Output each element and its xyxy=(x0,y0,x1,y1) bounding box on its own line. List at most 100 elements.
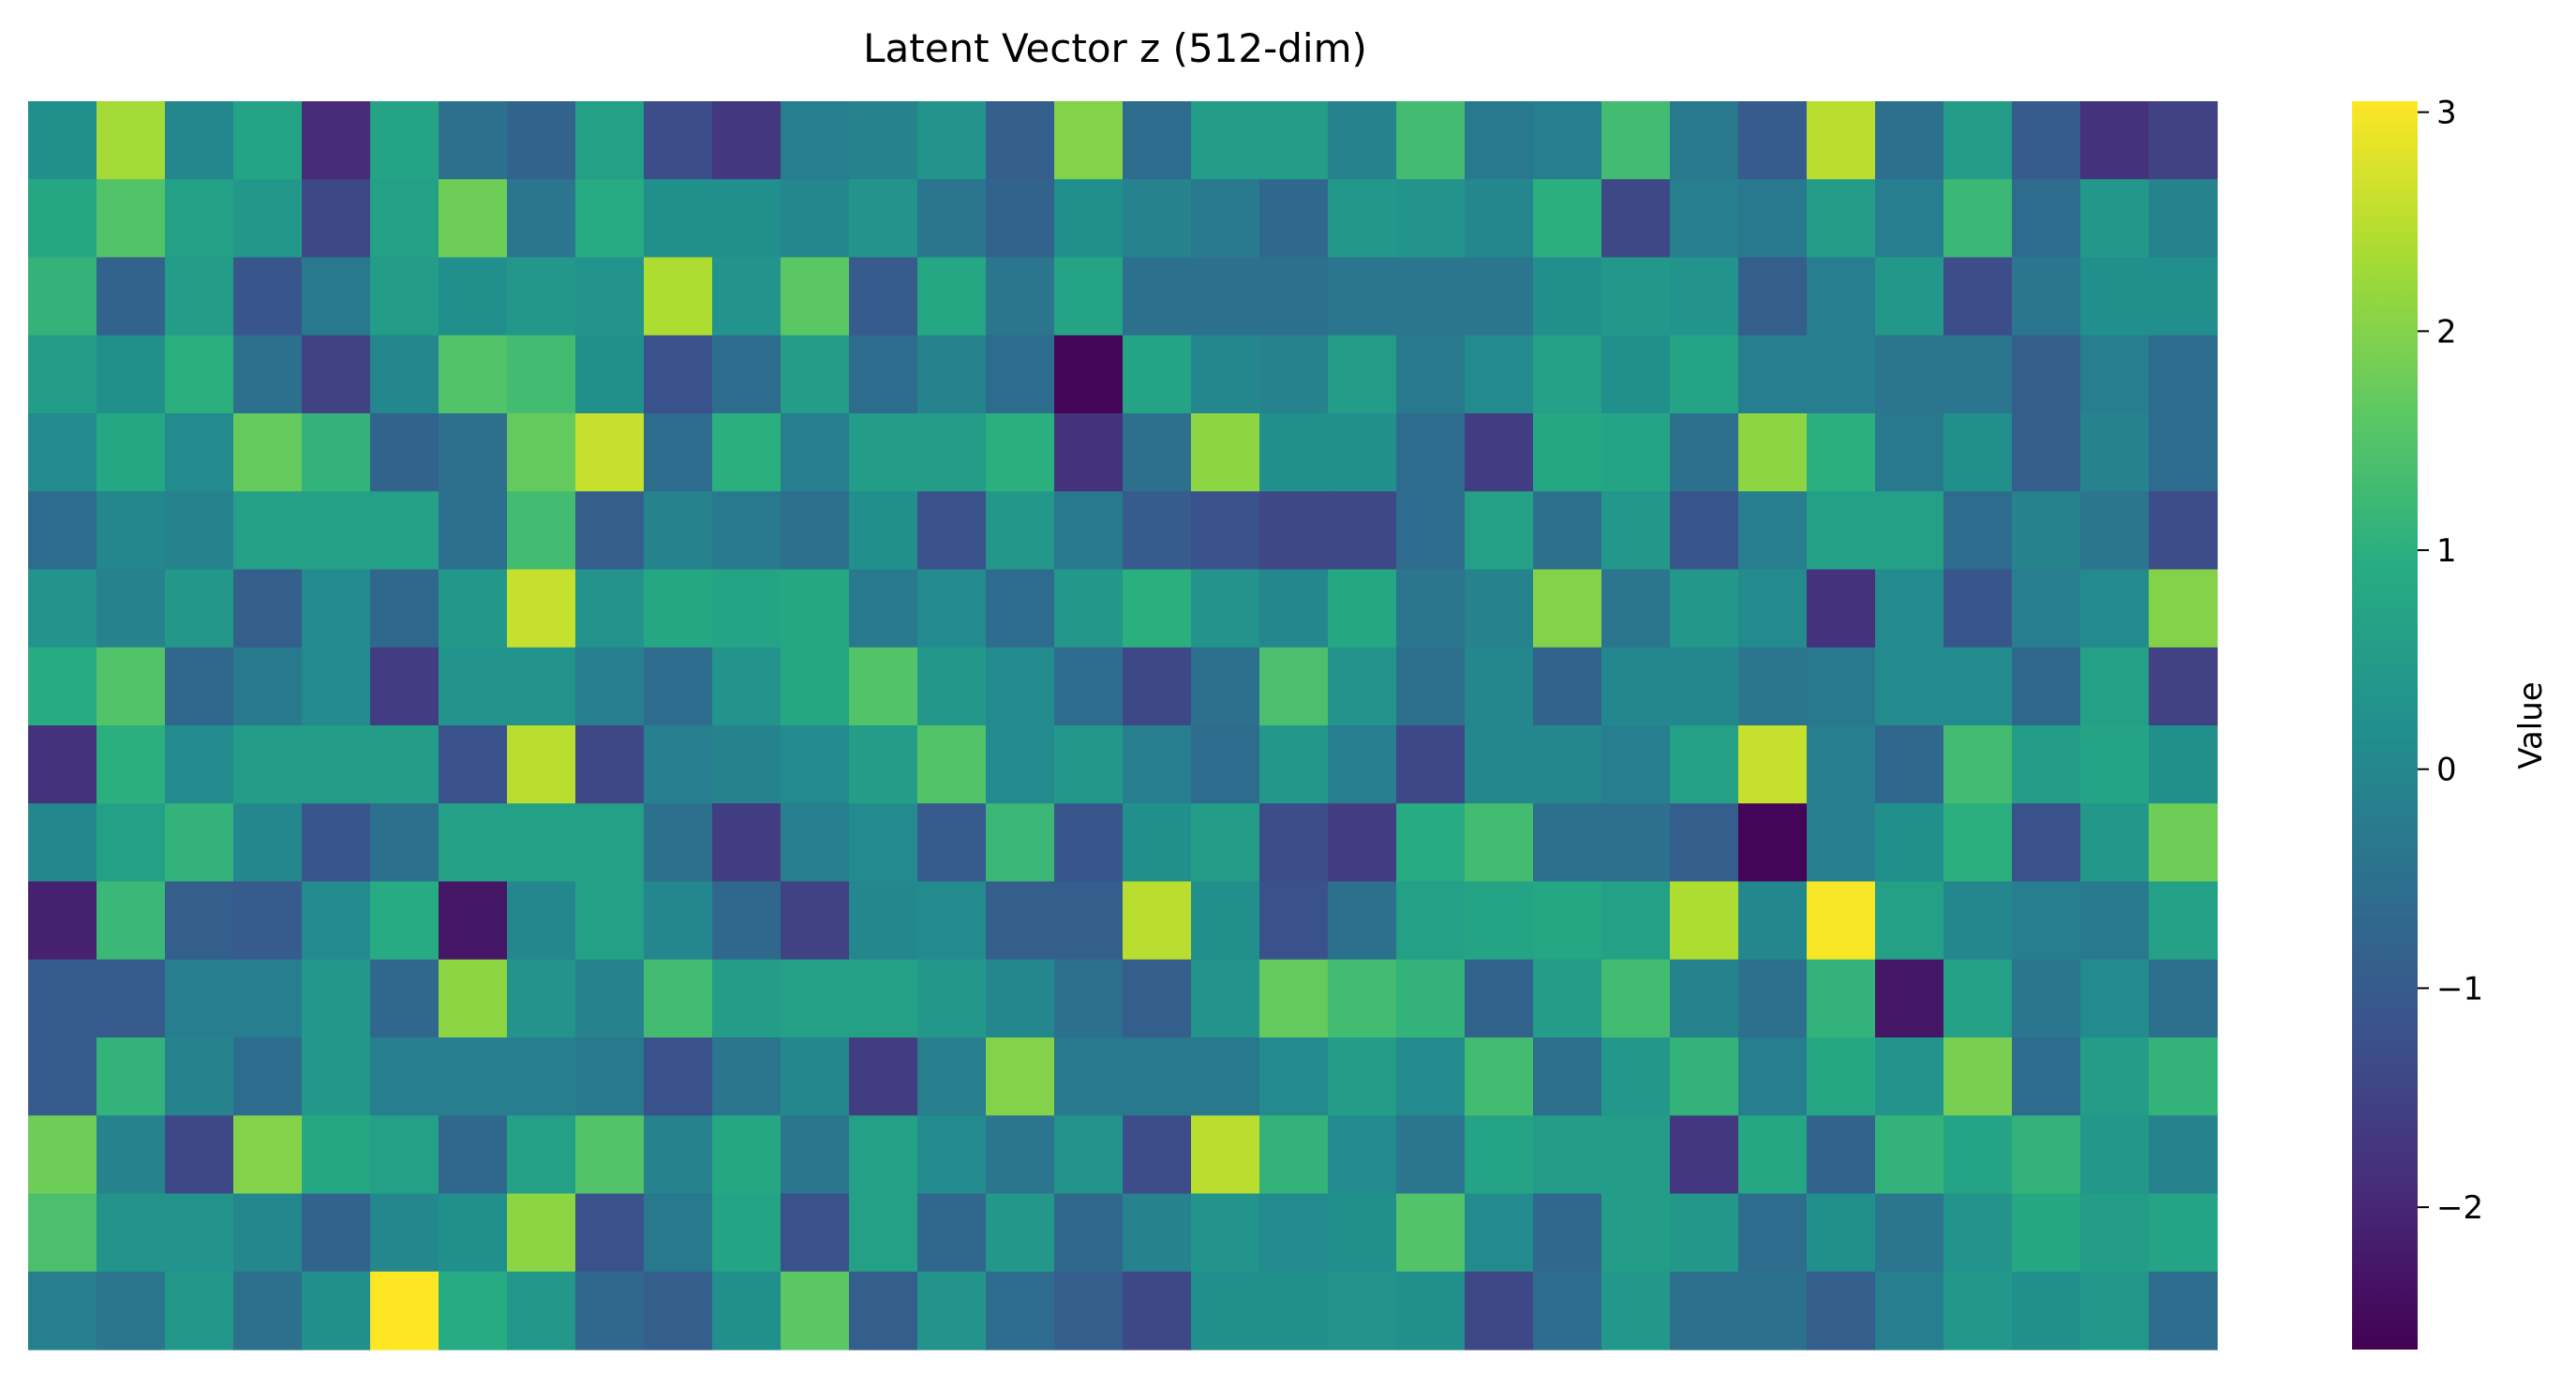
heatmap-cell xyxy=(439,881,508,961)
heatmap-cell xyxy=(781,569,850,649)
heatmap-cell xyxy=(1875,101,1944,180)
heatmap-cell xyxy=(1943,647,2013,726)
heatmap-cell xyxy=(1670,491,1739,571)
heatmap-cell xyxy=(507,179,576,259)
heatmap-cell xyxy=(1670,959,1739,1038)
heatmap-cell xyxy=(370,335,439,414)
heatmap-cell xyxy=(712,725,782,804)
heatmap-cell xyxy=(1328,1193,1397,1273)
heatmap-cell xyxy=(1807,1271,1876,1351)
heatmap-cell xyxy=(1533,101,1602,180)
heatmap-cell xyxy=(1465,881,1534,961)
heatmap-cell xyxy=(712,803,782,883)
heatmap-cell xyxy=(2080,413,2150,492)
heatmap-cell xyxy=(1259,1115,1329,1195)
heatmap-cell xyxy=(1396,569,1466,649)
heatmap-cell xyxy=(233,179,303,259)
heatmap-cell xyxy=(781,803,850,883)
heatmap-cell xyxy=(644,1037,713,1116)
heatmap-cell xyxy=(917,257,987,336)
heatmap-cell xyxy=(233,803,303,883)
heatmap-cell xyxy=(2080,1271,2150,1351)
heatmap-cell xyxy=(302,1193,371,1273)
heatmap-cell xyxy=(1328,491,1397,571)
heatmap-cell xyxy=(97,647,166,726)
colorbar-tick-label: 1 xyxy=(2436,532,2457,570)
heatmap-cell xyxy=(28,491,97,571)
heatmap-cell xyxy=(986,881,1055,961)
heatmap-cell xyxy=(644,959,713,1038)
heatmap-cell xyxy=(1601,1037,1671,1116)
heatmap-cell xyxy=(1054,647,1124,726)
heatmap-cell xyxy=(849,335,918,414)
heatmap-cell xyxy=(97,413,166,492)
heatmap-cell xyxy=(1259,725,1329,804)
heatmap-cell xyxy=(575,803,645,883)
heatmap-cell xyxy=(370,1037,439,1116)
heatmap-cell xyxy=(2149,1115,2218,1195)
heatmap-cell xyxy=(1807,1193,1876,1273)
heatmap-cell xyxy=(644,725,713,804)
heatmap-cell xyxy=(1191,1115,1260,1195)
heatmap-cell xyxy=(1465,179,1534,259)
heatmap-cell xyxy=(165,491,234,571)
heatmap-cell xyxy=(1875,179,1944,259)
heatmap-cell xyxy=(1465,647,1534,726)
heatmap-cell xyxy=(1259,881,1329,961)
heatmap-cell xyxy=(1738,1271,1808,1351)
heatmap-cell xyxy=(2149,101,2218,180)
heatmap-cell xyxy=(1465,413,1534,492)
heatmap-cell xyxy=(370,179,439,259)
heatmap-cell xyxy=(644,179,713,259)
heatmap-cell xyxy=(1943,491,2013,571)
heatmap-cell xyxy=(1533,335,1602,414)
heatmap-cell xyxy=(986,569,1055,649)
heatmap-cell xyxy=(439,647,508,726)
heatmap-cell xyxy=(439,1037,508,1116)
heatmap-cell xyxy=(1670,1271,1739,1351)
heatmap-cell xyxy=(1259,257,1329,336)
heatmap-cell xyxy=(2149,569,2218,649)
heatmap-cell xyxy=(1670,101,1739,180)
heatmap-cell xyxy=(2012,1115,2081,1195)
heatmap-cell xyxy=(781,647,850,726)
heatmap-cell xyxy=(507,101,576,180)
heatmap-cell xyxy=(1943,1115,2013,1195)
heatmap-cell xyxy=(712,569,782,649)
heatmap-cell xyxy=(2012,881,2081,961)
heatmap-cell xyxy=(1738,335,1808,414)
heatmap-cell xyxy=(1601,335,1671,414)
heatmap-cell xyxy=(1533,1193,1602,1273)
heatmap-cell xyxy=(233,1037,303,1116)
heatmap-cell xyxy=(1396,179,1466,259)
heatmap-cell xyxy=(1738,803,1808,883)
heatmap-cell xyxy=(2149,647,2218,726)
heatmap-cell xyxy=(849,1037,918,1116)
heatmap-cell xyxy=(986,959,1055,1038)
heatmap-cell xyxy=(2149,725,2218,804)
heatmap-cell xyxy=(1328,257,1397,336)
heatmap-cell xyxy=(1807,1037,1876,1116)
heatmap-cell xyxy=(1054,1037,1124,1116)
heatmap-cell xyxy=(439,413,508,492)
colorbar: 3 2 1 0 −1 −2 Value xyxy=(2352,95,2550,1350)
heatmap-cell xyxy=(1054,959,1124,1038)
heatmap-cell xyxy=(28,1115,97,1195)
heatmap-cell xyxy=(1259,335,1329,414)
heatmap-cell xyxy=(1054,1115,1124,1195)
heatmap-cell xyxy=(644,1193,713,1273)
heatmap-cell xyxy=(302,1271,371,1351)
heatmap-cell xyxy=(1601,881,1671,961)
heatmap-cell xyxy=(165,803,234,883)
heatmap-cell xyxy=(233,881,303,961)
heatmap-cell xyxy=(370,569,439,649)
heatmap-cell xyxy=(1875,1115,1944,1195)
heatmap-cell xyxy=(97,257,166,336)
heatmap-cell xyxy=(1738,179,1808,259)
heatmap-cell xyxy=(1328,569,1397,649)
heatmap-cell xyxy=(712,959,782,1038)
heatmap-cell xyxy=(781,1193,850,1273)
heatmap-cell xyxy=(1191,569,1260,649)
heatmap-cell xyxy=(1396,803,1466,883)
heatmap-cell xyxy=(781,335,850,414)
